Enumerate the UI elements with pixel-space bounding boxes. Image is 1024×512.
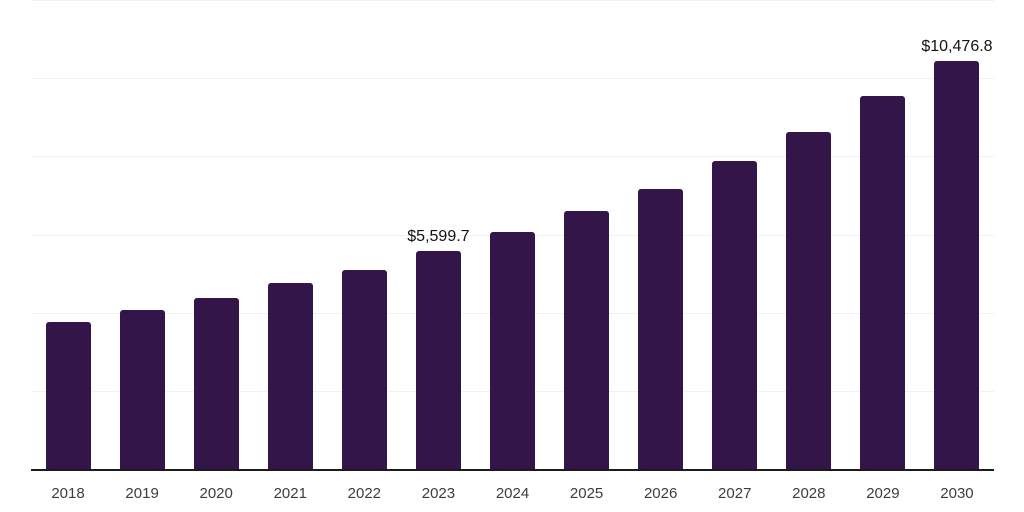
x-tick-2029: 2029 <box>866 485 900 502</box>
bar-slot-2021 <box>253 1 327 470</box>
bar-slot-2027 <box>698 1 772 470</box>
gridline-12000 <box>31 0 994 1</box>
bar-2026 <box>638 189 684 470</box>
x-tick-2024: 2024 <box>495 485 530 502</box>
x-axis-line <box>31 469 994 471</box>
bar-2020 <box>193 297 239 470</box>
x-tick-2018: 2018 <box>51 485 85 502</box>
bar-slot-2025 <box>550 1 624 470</box>
bar-2023 <box>415 251 461 470</box>
bar-slot-2026 <box>624 1 698 470</box>
bar-slot-2030: $10,476.8 <box>920 1 994 470</box>
gridline-8000 <box>31 156 994 158</box>
bar-slot-2029 <box>846 1 920 470</box>
bar-slot-2019 <box>105 1 179 470</box>
bars-container: $5,599.7 $10,476.8 <box>31 1 994 470</box>
x-tick-2023: 2023 <box>421 485 456 502</box>
x-tick-2028: 2028 <box>792 485 826 502</box>
bar-slot-2028 <box>772 1 846 470</box>
x-tick-2022: 2022 <box>347 485 382 502</box>
plot-area: $5,599.7 $10,476.8 <box>31 0 994 471</box>
x-tick-2030: 2030 <box>940 485 974 502</box>
bar-slot-2023: $5,599.7 <box>401 1 475 470</box>
bar-2024 <box>490 231 535 470</box>
bar-2018 <box>45 321 91 470</box>
bar-2027 <box>712 161 758 470</box>
bar-2029 <box>860 95 906 470</box>
bar-2028 <box>786 131 832 470</box>
x-tick-2019: 2019 <box>125 485 159 502</box>
x-tick-2026: 2026 <box>643 485 678 502</box>
x-tick-2025: 2025 <box>569 485 604 502</box>
bar-2022 <box>341 270 387 470</box>
bar-2030 <box>934 60 980 470</box>
bar-slot-2020 <box>179 1 253 470</box>
x-tick-2020: 2020 <box>199 485 233 502</box>
data-label-2030: $10,476.8 <box>921 37 993 55</box>
x-axis-labels: 2018 2019 2020 2021 2022 2023 2024 2025 2026 2027… <box>31 485 994 503</box>
data-label-2023: $5,599.7 <box>407 228 470 246</box>
bar-slot-2024 <box>475 1 549 470</box>
bar-slot-2018 <box>31 1 105 470</box>
gridline-10000 <box>31 78 994 80</box>
bar-2021 <box>267 283 313 470</box>
bar-2025 <box>564 211 610 470</box>
bar-slot-2022 <box>327 1 401 470</box>
x-tick-2027: 2027 <box>718 485 752 502</box>
x-tick-2021: 2021 <box>273 485 307 502</box>
bar-2019 <box>119 309 165 470</box>
